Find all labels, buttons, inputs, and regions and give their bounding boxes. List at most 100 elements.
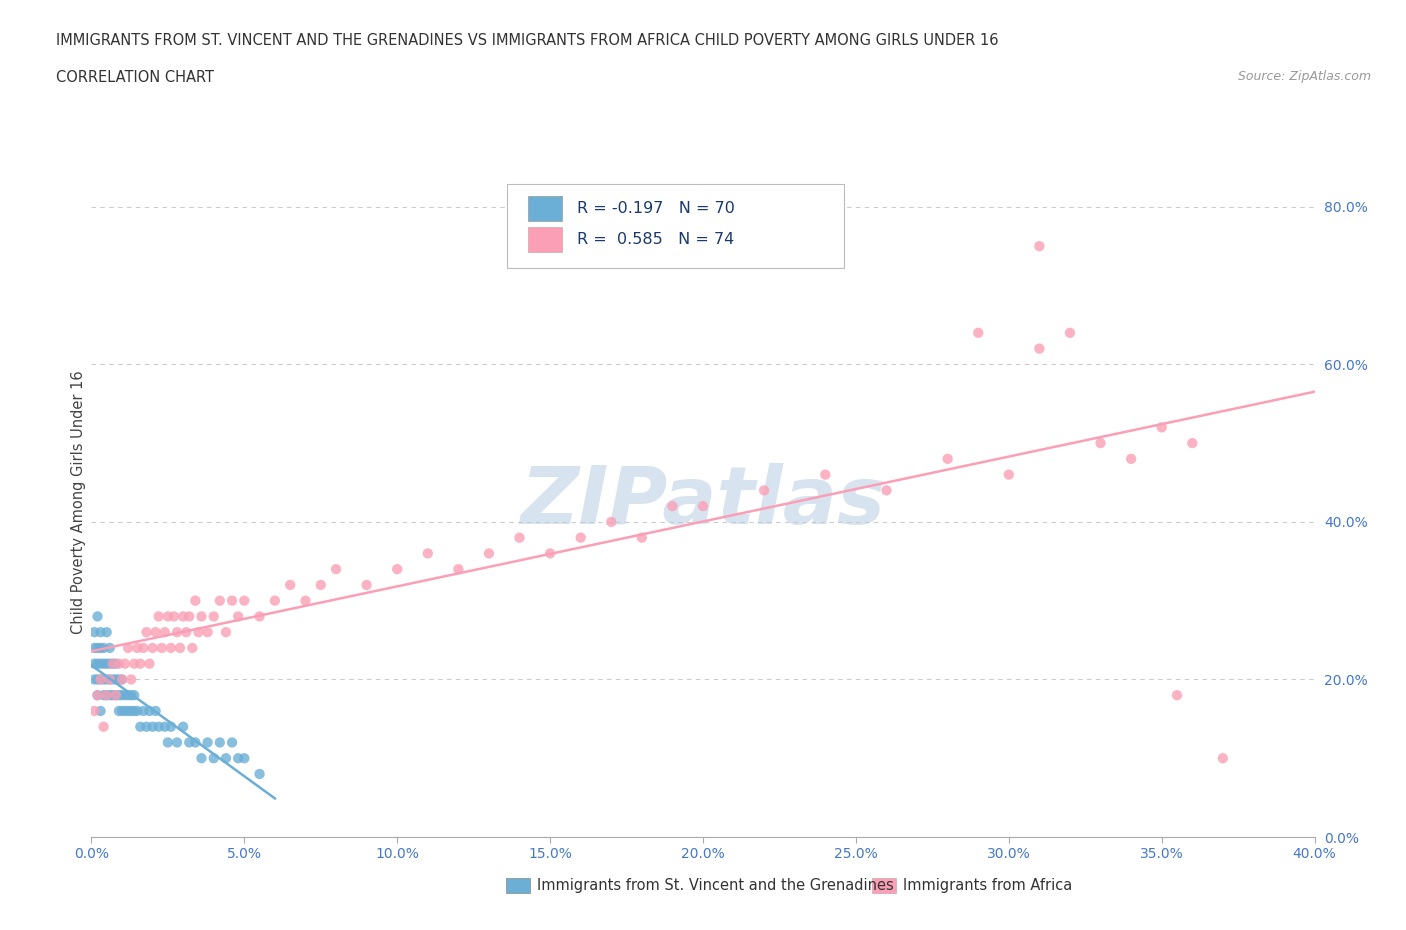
Point [93,672,115,687]
Point [998,467,1021,482]
Point [98,672,121,687]
Point [215,751,238,765]
Point [117,688,139,703]
Point [179,735,201,750]
Point [127,641,149,656]
Point [153,719,176,734]
Point [114,703,136,718]
Point [86,641,108,656]
Point [569,530,592,545]
Point [166,735,188,750]
Point [249,766,271,781]
Point [166,625,188,640]
Point [179,609,201,624]
Point [104,672,127,687]
Point [108,703,131,718]
Point [600,514,623,529]
Point [127,703,149,718]
Point [122,703,145,718]
Point [226,751,249,765]
Point [509,530,531,545]
Point [1166,688,1188,703]
Point [93,641,115,656]
Point [145,703,167,718]
Point [96,688,118,703]
Point [83,625,105,640]
Point [967,326,990,340]
Point [96,688,118,703]
Point [135,625,157,640]
Text: ZIPatlas: ZIPatlas [520,463,886,541]
Point [93,688,115,703]
Point [1150,420,1173,435]
Text: R =  0.585   N = 74: R = 0.585 N = 74 [576,232,734,247]
Point [385,562,409,577]
Bar [872,878,896,893]
Point [83,657,105,671]
Point [754,483,776,498]
Point [1059,326,1081,340]
Point [221,735,243,750]
Point [129,657,152,671]
Point [814,467,837,482]
Point [309,578,332,592]
Point [101,688,124,703]
Point [138,703,160,718]
Point [169,641,191,656]
Point [104,657,127,671]
Point [145,625,167,640]
Text: IMMIGRANTS FROM ST. VINCENT AND THE GRENADINES VS IMMIGRANTS FROM AFRICA CHILD P: IMMIGRANTS FROM ST. VINCENT AND THE GREN… [56,33,998,47]
Point [1028,239,1050,254]
Point [356,578,378,592]
Point [101,672,124,687]
Point [120,688,142,703]
Point [156,609,179,624]
Point [117,703,139,718]
Point [1121,451,1143,466]
Point [90,672,112,687]
Point [104,688,127,703]
Point [93,657,115,671]
Point [90,672,112,687]
Bar [506,878,530,893]
Point [163,609,186,624]
Point [208,593,231,608]
Point [233,751,256,765]
Point [83,703,105,718]
Point [83,641,105,656]
Point [132,641,155,656]
Point [111,672,134,687]
Point [104,688,127,703]
Point [172,609,194,624]
Point [86,657,108,671]
Point [98,672,121,687]
Point [111,672,134,687]
Point [83,672,105,687]
Point [875,483,898,498]
Point [208,735,231,750]
Point [447,562,470,577]
Point [111,703,134,718]
Point [215,625,238,640]
Point [184,735,207,750]
Point [187,625,209,640]
Point [96,625,118,640]
Text: CORRELATION CHART: CORRELATION CHART [56,70,214,85]
Point [538,546,561,561]
Point [278,578,301,592]
Point [86,609,108,624]
Point [1090,435,1112,450]
Y-axis label: Child Poverty Among Girls Under 16: Child Poverty Among Girls Under 16 [70,370,86,634]
Point [135,719,157,734]
Text: Source: ZipAtlas.com: Source: ZipAtlas.com [1237,70,1371,83]
FancyBboxPatch shape [529,227,562,252]
Point [148,609,170,624]
Point [114,688,136,703]
Point [233,593,256,608]
Point [190,751,212,765]
Point [90,625,112,640]
Point [122,688,145,703]
Point [226,609,249,624]
Point [554,246,576,261]
Point [1181,435,1204,450]
